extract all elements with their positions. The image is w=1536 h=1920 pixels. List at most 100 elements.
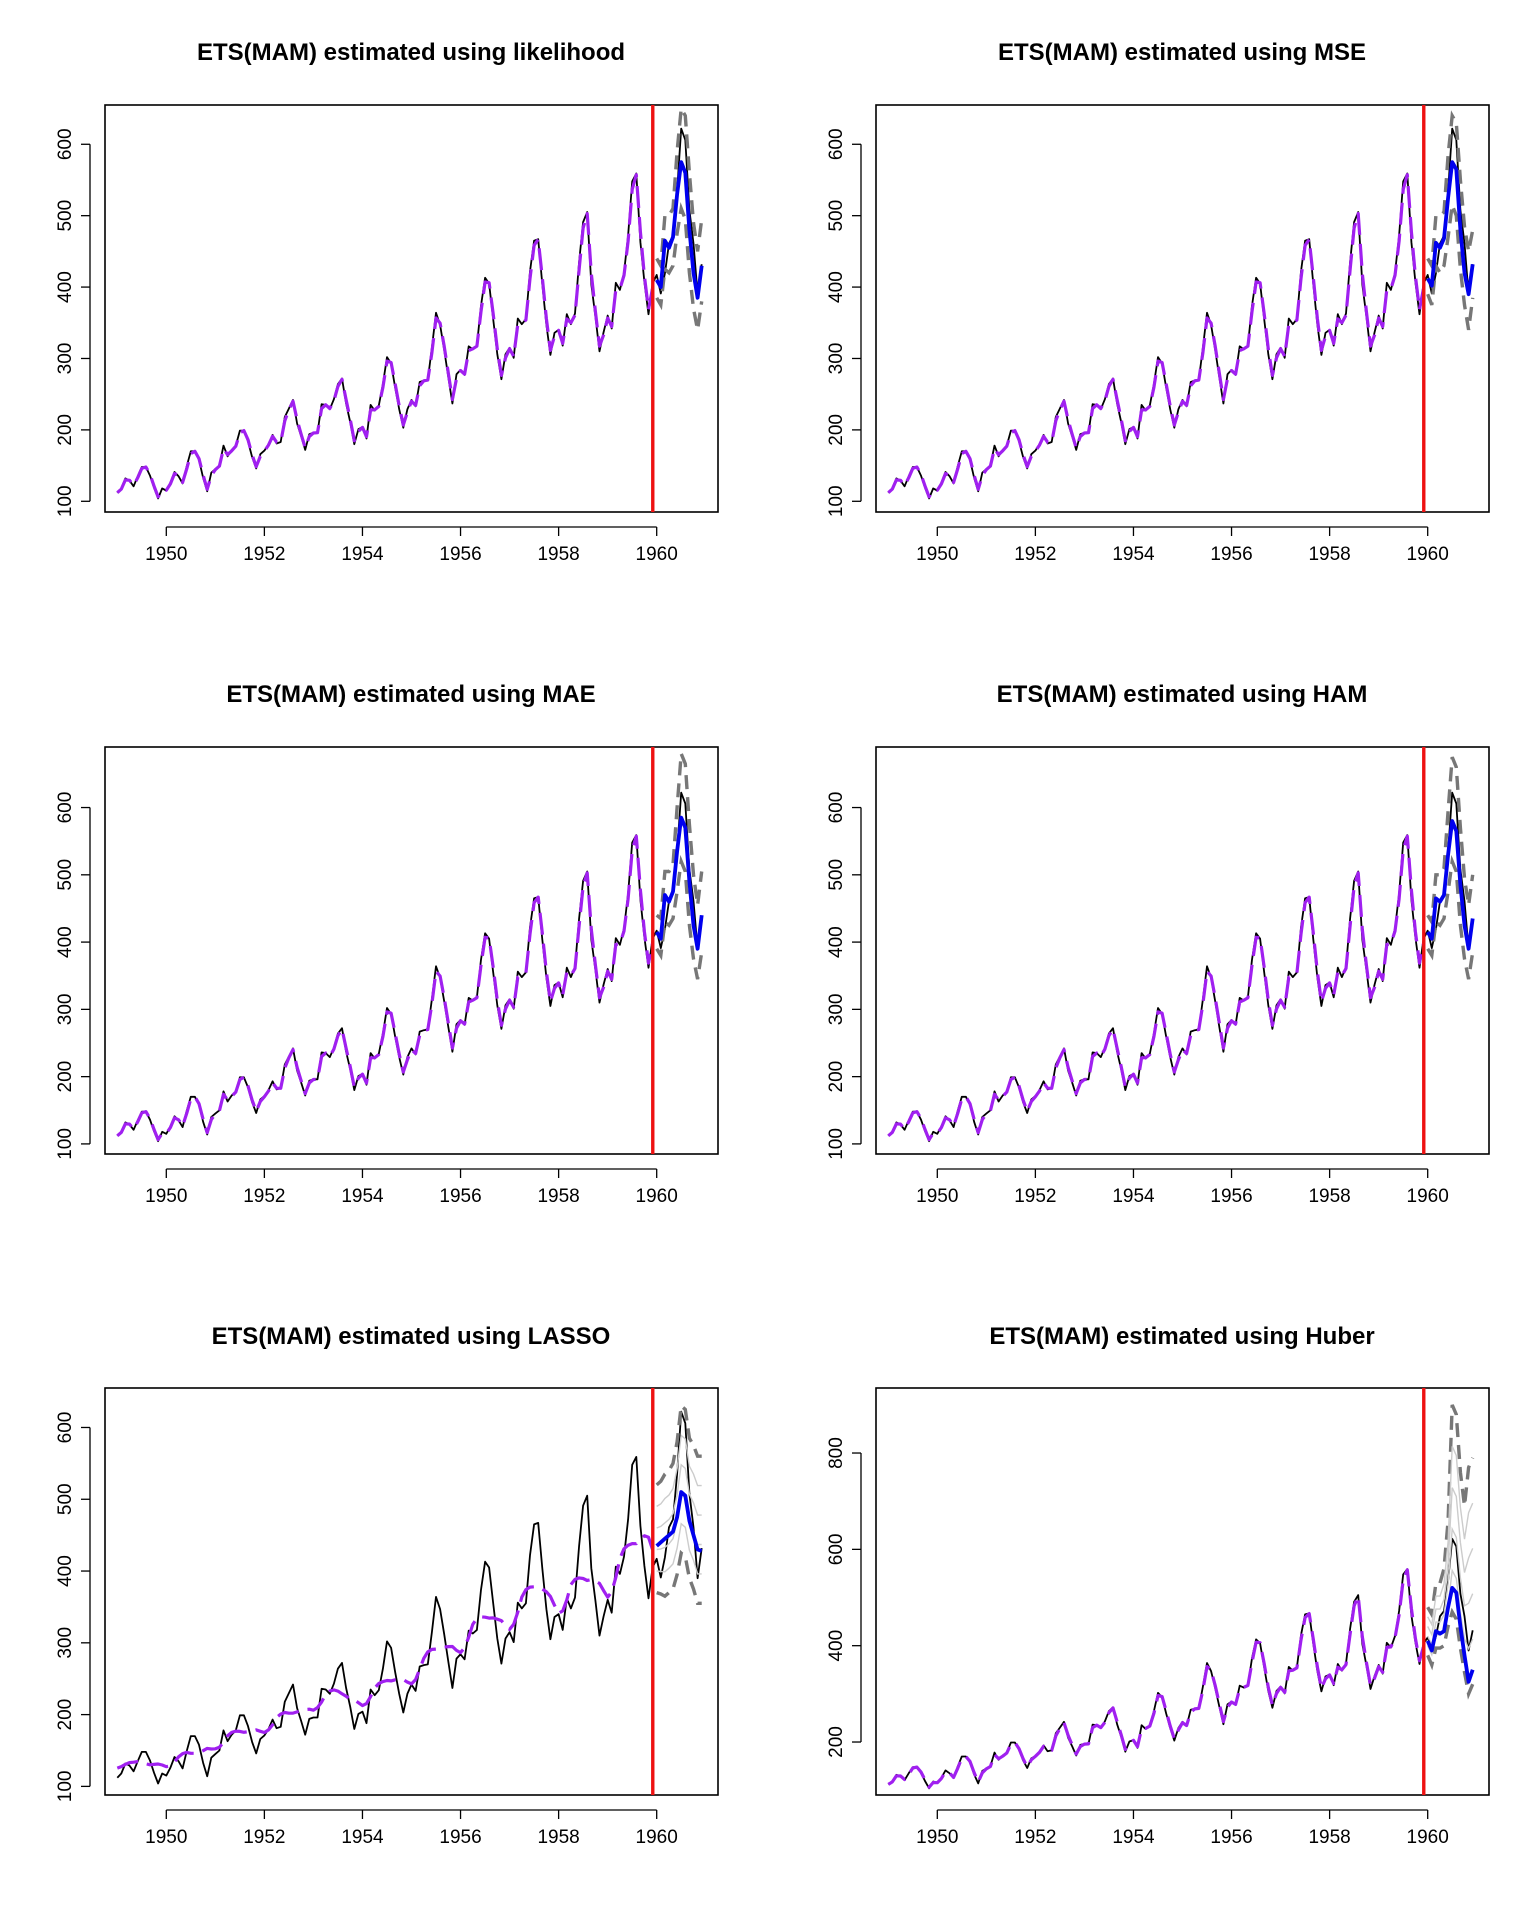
y-tick-label: 200 [55,1061,76,1093]
x-tick-label: 1952 [243,544,285,565]
y-tick-label: 200 [55,414,76,446]
interval-quantile-line [1427,1526,1474,1647]
fitted-series-line [116,1534,655,1770]
interval-lower-line [1426,204,1475,331]
x-tick-label: 1958 [1308,1827,1350,1848]
y-tick-label: 100 [826,485,847,517]
panel-title: ETS(MAM) estimated using likelihood [197,39,625,66]
y-tick-label: 300 [55,1627,76,1659]
x-tick-label: 1960 [636,1827,678,1848]
x-tick-label: 1950 [145,544,187,565]
x-tick-label: 1956 [1210,1827,1252,1848]
y-tick-label: 600 [826,792,847,824]
interval-quantile-line [1427,1487,1474,1637]
y-tick-label: 400 [826,1630,847,1662]
interval-upper-line [655,103,704,272]
x-tick-label: 1954 [1112,544,1155,565]
x-tick-label: 1954 [341,1827,384,1848]
y-tick-label: 600 [826,128,847,160]
y-tick-label: 800 [826,1437,847,1469]
forecast-series-line [1426,819,1475,951]
x-tick-label: 1958 [537,544,579,565]
interval-upper-line [1426,756,1475,928]
interval-lower-line [655,202,704,331]
y-tick-label: 600 [826,1534,847,1566]
actual-series-line [887,791,1474,1143]
panel-title: ETS(MAM) estimated using LASSO [212,1323,611,1350]
y-tick-label: 400 [55,271,76,303]
panel-title: ETS(MAM) estimated using MAE [226,681,595,708]
plot-frame [875,104,1490,513]
x-tick-label: 1950 [916,1827,958,1848]
panel-mse: ETS(MAM) estimated using MSE 1950 1952 195… [826,39,1490,565]
y-tick-label: 600 [55,1412,76,1444]
x-tick-label: 1960 [1407,1827,1449,1848]
y-tick-label: 400 [55,926,76,958]
y-tick-label: 200 [826,1061,847,1093]
y-tick-label: 300 [826,994,847,1026]
y-tick-label: 500 [55,859,76,891]
y-tick-label: 300 [826,343,847,375]
interval-quantile-line [656,1522,702,1575]
y-tick-label: 500 [826,200,847,232]
interval-quantile-line [656,1434,702,1507]
actual-series-line [116,791,703,1143]
panel-title: ETS(MAM) estimated using Huber [989,1323,1374,1350]
y-tick-label: 100 [826,1128,847,1160]
x-tick-label: 1950 [916,544,958,565]
forecast-series-line [655,160,704,300]
plot-frame [104,104,719,513]
x-tick-label: 1952 [1014,544,1056,565]
y-tick-label: 500 [826,859,847,891]
panel-huber: ETS(MAM) estimated using Huber 1950 1952 1… [826,1323,1490,1848]
x-tick-label: 1952 [1014,1827,1056,1848]
x-tick-label: 1954 [341,1186,384,1207]
y-tick-label: 200 [826,1726,847,1758]
x-tick-label: 1950 [145,1827,187,1848]
panel-mae: ETS(MAM) estimated using MAE 1950 1952 195… [55,681,719,1207]
fitted-series-line [887,173,1426,499]
panel-ham: ETS(MAM) estimated using HAM 1950 1952 195… [826,681,1490,1207]
x-tick-label: 1956 [439,544,481,565]
panel-title: ETS(MAM) estimated using HAM [997,681,1368,708]
x-tick-label: 1952 [243,1186,285,1207]
x-tick-label: 1952 [1014,1186,1056,1207]
x-tick-label: 1958 [1308,544,1350,565]
plot-frame [875,1387,1490,1796]
actual-series-line [887,127,1474,500]
x-tick-label: 1950 [145,1186,187,1207]
forecast-series-line [1426,160,1475,297]
x-tick-label: 1954 [341,544,384,565]
x-tick-label: 1950 [916,1186,958,1207]
interval-quantile-line [656,1463,702,1529]
interval-upper-line [655,753,704,922]
interval-lower-line [656,1549,702,1606]
x-tick-label: 1956 [1210,1186,1252,1207]
forecast-series-line [655,1490,703,1553]
fitted-series-line [887,1568,1426,1789]
y-tick-label: 500 [55,1483,76,1515]
plot-frame [875,746,1490,1155]
interval-lower-line [655,854,704,980]
x-tick-label: 1954 [1112,1827,1155,1848]
interval-upper-line [655,1402,702,1487]
fitted-series-line [116,834,655,1142]
interval-upper-line [1426,110,1475,272]
actual-series-line [116,1410,703,1785]
y-tick-label: 300 [55,343,76,375]
x-tick-label: 1958 [537,1186,579,1207]
y-tick-label: 100 [55,1128,76,1160]
forecast-series-line [1425,1586,1475,1684]
interval-lower-line [1426,854,1475,980]
x-tick-label: 1958 [1308,1186,1350,1207]
panel-likelihood: ETS(MAM) estimated using likelihood 1950… [55,39,719,565]
plot-frame [104,1387,719,1796]
interval-lower-line [1426,1607,1475,1700]
panel-title: ETS(MAM) estimated using MSE [998,39,1366,66]
fitted-series-line [116,173,655,499]
x-tick-label: 1958 [537,1827,579,1848]
plot-frame [104,746,719,1155]
x-tick-label: 1960 [1407,544,1449,565]
y-tick-label: 300 [55,994,76,1026]
